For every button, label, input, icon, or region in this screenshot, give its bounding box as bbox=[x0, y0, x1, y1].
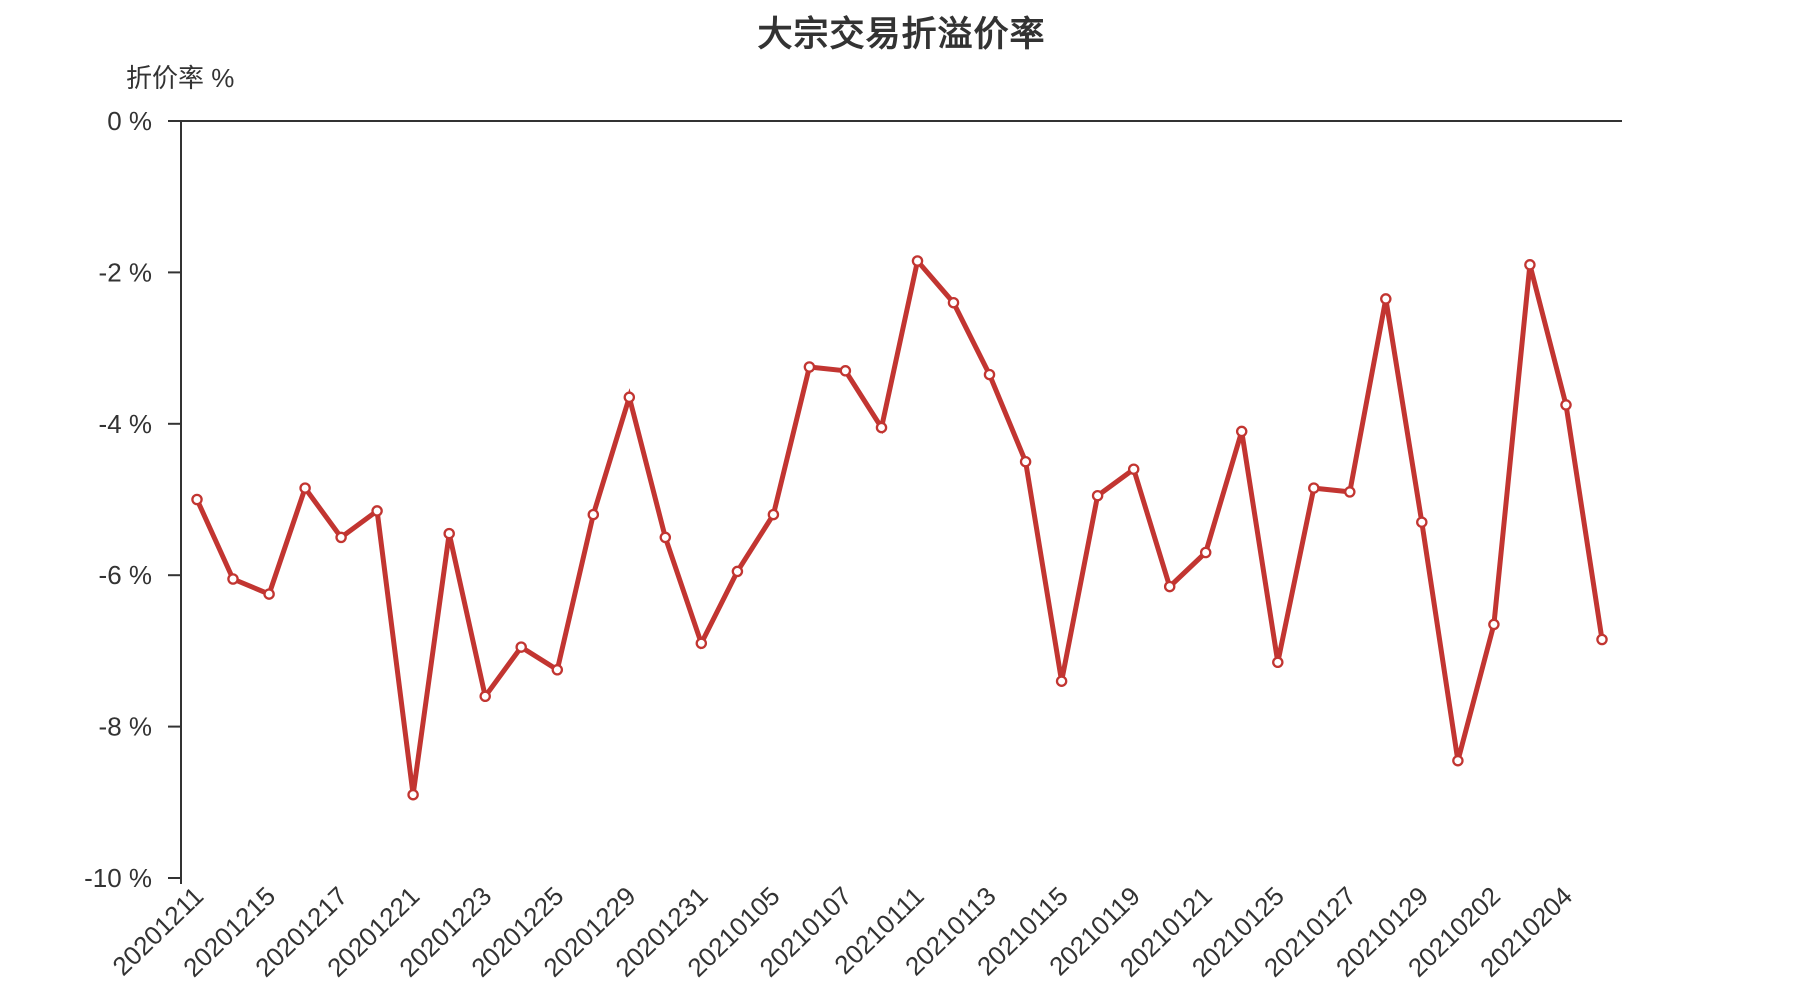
data-point-marker bbox=[1416, 516, 1428, 528]
data-point-marker bbox=[263, 588, 275, 600]
data-point-marker bbox=[1560, 399, 1572, 411]
data-point-marker bbox=[695, 637, 708, 650]
data-point-marker bbox=[1308, 482, 1320, 494]
data-point-marker bbox=[515, 641, 527, 653]
y-axis-title: 折价率 % bbox=[126, 63, 235, 93]
y-tick-label: -8 % bbox=[99, 712, 152, 742]
data-point-marker bbox=[947, 296, 960, 309]
data-point-marker bbox=[1344, 486, 1356, 498]
data-point-marker bbox=[767, 508, 780, 521]
data-point-marker bbox=[839, 365, 852, 377]
data-point-marker bbox=[1163, 580, 1176, 593]
data-point-marker bbox=[551, 664, 564, 676]
y-tick-label: 0 % bbox=[107, 106, 152, 136]
data-point-marker bbox=[1596, 633, 1608, 646]
y-tick-label: -4 % bbox=[99, 409, 152, 439]
chart-title: 大宗交易折溢价率 bbox=[757, 15, 1046, 54]
y-tick-label: -10 % bbox=[84, 863, 152, 893]
data-point-marker bbox=[875, 421, 888, 434]
data-point-marker bbox=[1235, 425, 1248, 438]
data-point-marker bbox=[659, 531, 672, 544]
data-point-marker bbox=[1524, 259, 1536, 271]
data-point-marker bbox=[407, 788, 419, 801]
data-point-marker bbox=[371, 505, 383, 517]
data-point-marker bbox=[1019, 455, 1032, 468]
data-point-marker bbox=[1452, 754, 1464, 767]
data-point-marker bbox=[1055, 675, 1068, 687]
y-tick-label: -6 % bbox=[99, 560, 152, 590]
data-point-marker bbox=[191, 493, 203, 506]
data-point-marker bbox=[479, 690, 491, 703]
data-point-marker bbox=[803, 361, 816, 373]
data-point-marker bbox=[1127, 463, 1140, 475]
data-point-marker bbox=[1488, 618, 1500, 631]
data-point-marker bbox=[1380, 293, 1392, 305]
data-point-marker bbox=[443, 527, 455, 540]
data-point-marker bbox=[1091, 489, 1104, 502]
data-point-marker bbox=[911, 255, 924, 267]
data-point-marker bbox=[983, 368, 996, 381]
data-point-marker bbox=[227, 573, 239, 585]
data-point-marker bbox=[587, 508, 600, 521]
data-point-marker bbox=[623, 391, 636, 404]
series-line bbox=[194, 255, 1605, 796]
data-point-marker bbox=[731, 565, 744, 578]
y-tick-label: -2 % bbox=[99, 257, 152, 287]
data-point-marker bbox=[335, 531, 347, 544]
data-point-marker bbox=[299, 482, 311, 494]
data-point-marker bbox=[1199, 546, 1212, 559]
data-point-marker bbox=[1272, 656, 1284, 669]
